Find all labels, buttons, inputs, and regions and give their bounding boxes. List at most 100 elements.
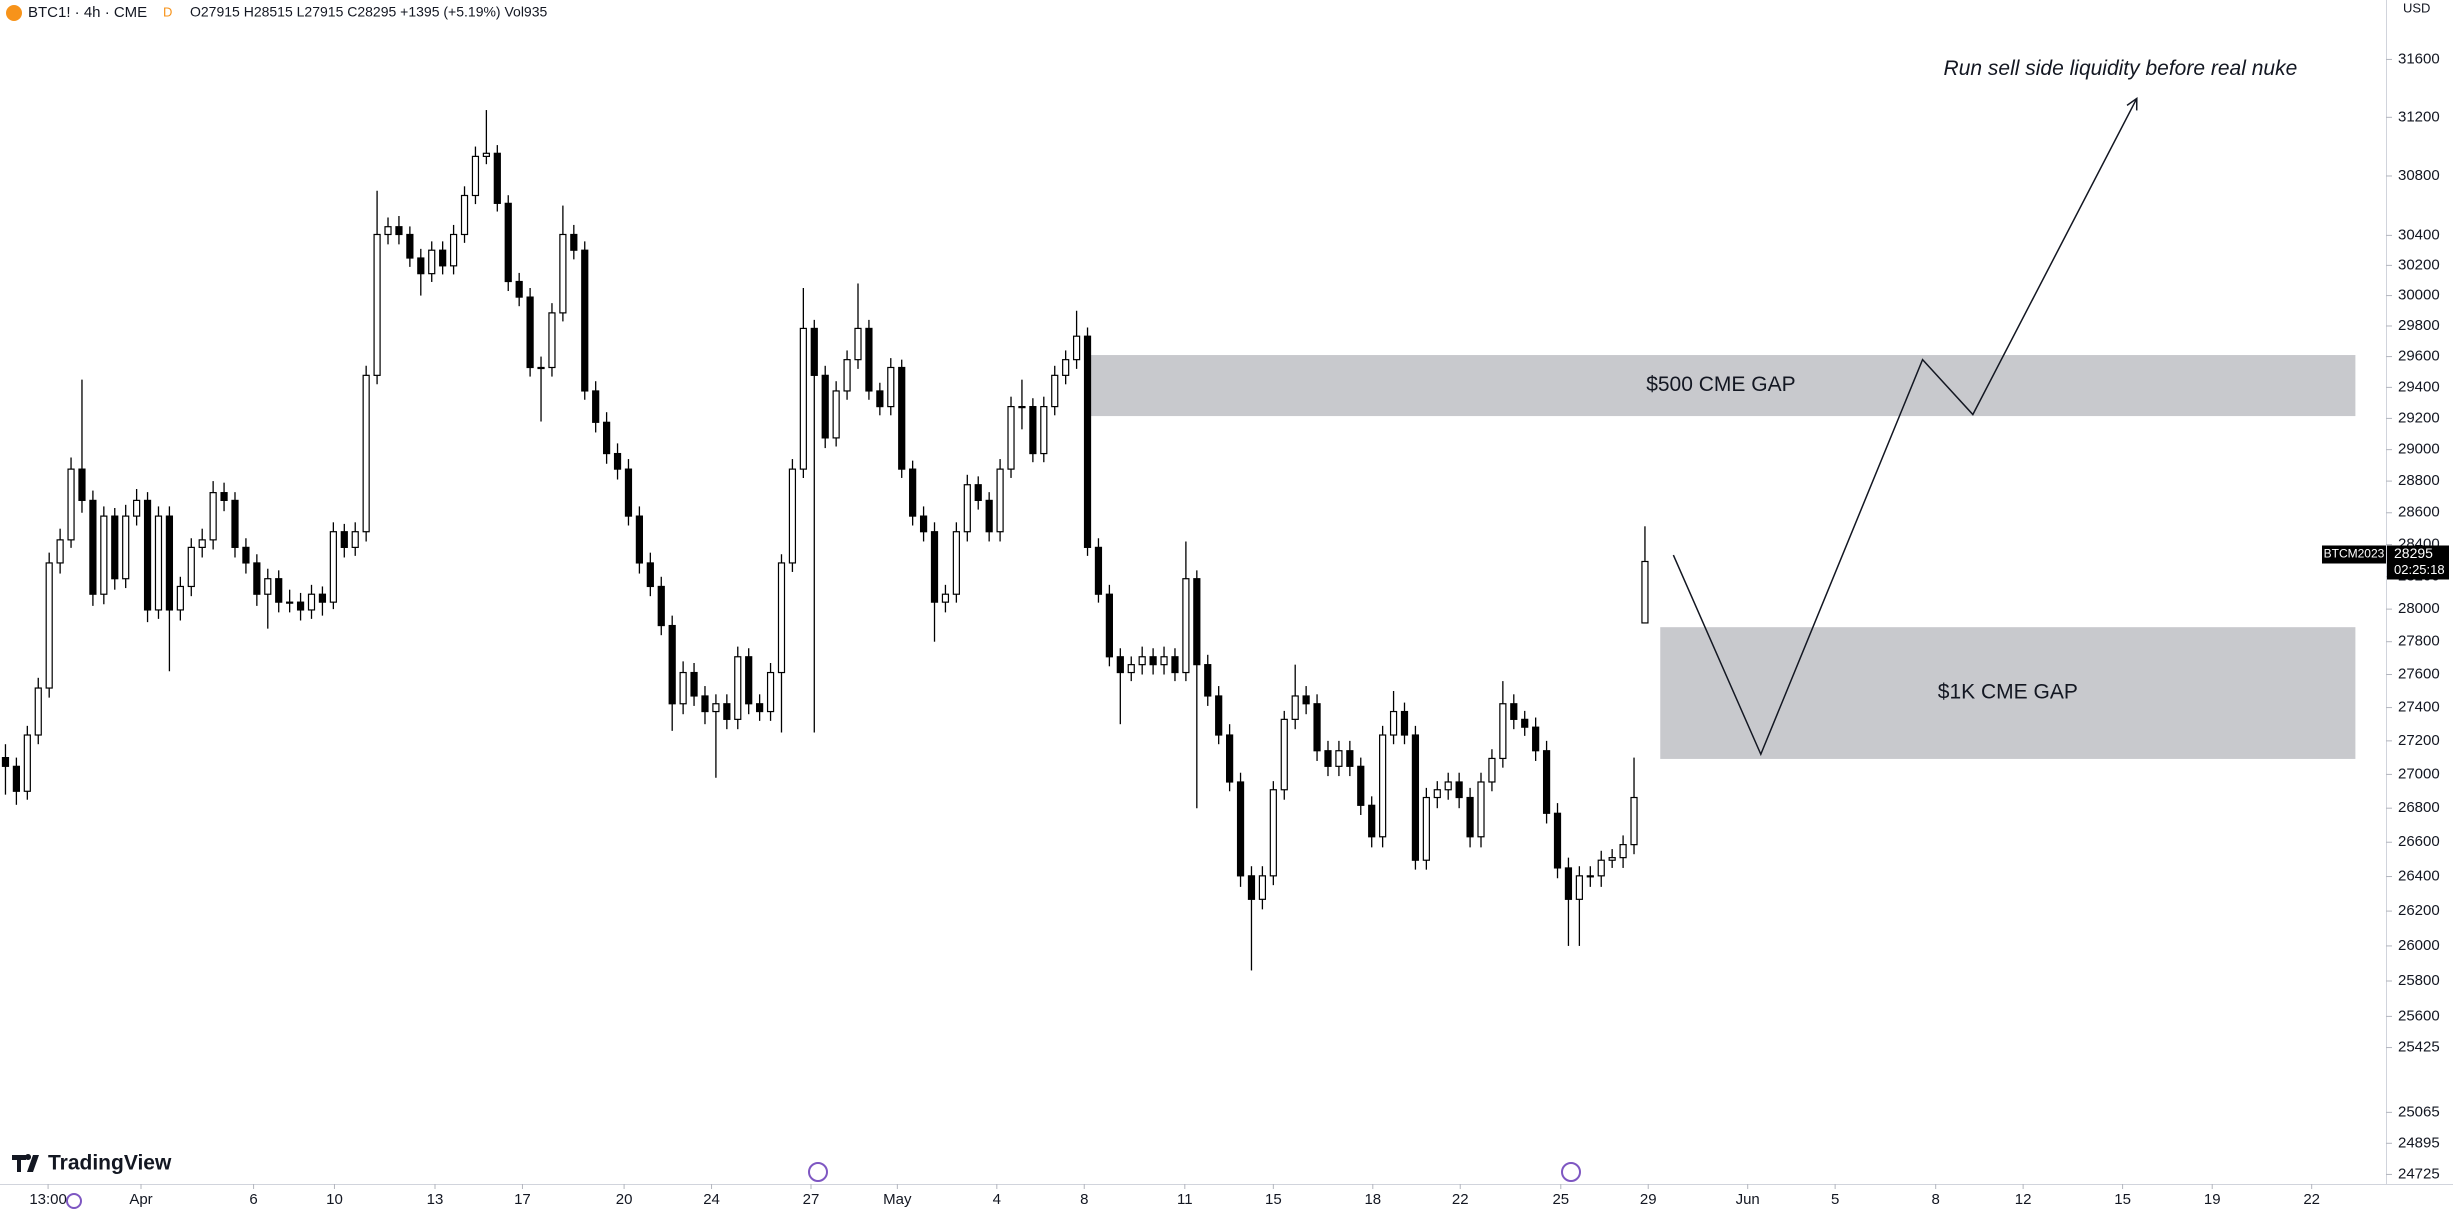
candle [974, 476, 982, 510]
candle-body [428, 249, 436, 275]
y-tick-label: 25425 [2398, 1039, 2440, 1056]
candle [679, 661, 687, 715]
candle [286, 589, 294, 613]
candle [810, 319, 818, 733]
candle [100, 506, 108, 605]
candle-body [1444, 781, 1452, 791]
candle-body [1193, 578, 1201, 666]
candle [23, 725, 31, 800]
candle [777, 554, 786, 733]
candle [89, 490, 97, 606]
candle [1226, 724, 1234, 792]
candle-body [209, 492, 217, 541]
candle [1510, 694, 1518, 730]
candle [220, 482, 228, 512]
candle-body [133, 499, 141, 517]
candle-body [198, 539, 206, 548]
candle-body [1586, 875, 1594, 878]
candle [930, 522, 939, 642]
candle [1521, 710, 1529, 736]
candle-body [1236, 781, 1245, 877]
candle [559, 205, 567, 322]
candle-body [668, 624, 676, 705]
candle [1138, 646, 1146, 675]
candle [1608, 849, 1616, 868]
candle-body [1389, 710, 1398, 736]
candle-body [1455, 781, 1463, 799]
logo-text: TradingView [48, 1152, 172, 1175]
candle [439, 241, 447, 275]
candle-body [460, 194, 469, 236]
event-icons [66, 1162, 1581, 1209]
candle-body [231, 499, 239, 548]
candle-body [1280, 718, 1288, 791]
y-tick-label: 30400 [2398, 226, 2440, 243]
x-tick-label: 8 [1932, 1191, 1940, 1208]
candle-body [1564, 867, 1573, 900]
ohlc-legend: O27915 H28515 L27915 C28295 +1395 (+5.19… [190, 4, 548, 20]
symbol-tag-bg [2322, 545, 2386, 564]
candle [449, 224, 458, 275]
candle [1619, 835, 1627, 868]
candle-body [56, 539, 64, 564]
x-tick-label: 4 [993, 1191, 1001, 1208]
y-tick-label: 29600 [2398, 348, 2440, 365]
candle-body [1302, 695, 1310, 705]
candle-body [526, 296, 534, 369]
candle-body [646, 562, 654, 588]
candle-body [1510, 703, 1518, 720]
y-tick-label: 25600 [2398, 1007, 2440, 1024]
candle-body [296, 601, 305, 611]
projection-path [1672, 98, 2138, 757]
candle-body [690, 671, 698, 697]
candle-body [1619, 844, 1627, 859]
candle-body [12, 765, 21, 792]
candle-body [613, 452, 622, 470]
candle [745, 648, 753, 715]
y-tick-label: 30800 [2398, 167, 2440, 184]
candle [1586, 866, 1594, 887]
candle [1269, 781, 1277, 886]
candle [1575, 866, 1583, 946]
candle [657, 576, 665, 636]
candle-body [1553, 812, 1562, 869]
y-tick-label: 26400 [2398, 868, 2440, 885]
x-tick-label: 22 [1452, 1191, 1469, 1208]
candle [1291, 664, 1299, 730]
candle [198, 528, 206, 558]
candle [504, 195, 512, 292]
candle [165, 506, 174, 672]
gap-zone-label: $1K CME GAP [1938, 681, 2078, 704]
candle [1204, 654, 1212, 706]
candle-body [154, 515, 163, 611]
candle-body [373, 233, 381, 376]
candle [1182, 541, 1190, 682]
candle [909, 460, 917, 526]
candle-body [1641, 560, 1649, 624]
candle-body [1062, 359, 1070, 376]
candle [417, 248, 425, 296]
candle-body [329, 531, 337, 603]
candle [1302, 686, 1310, 715]
candle-body [1258, 875, 1267, 900]
candle [34, 677, 42, 745]
candle-body [100, 515, 108, 595]
candle-body [1357, 765, 1365, 806]
candle [143, 492, 152, 623]
x-tick-label: 13 [427, 1191, 444, 1208]
candle-body [1029, 405, 1037, 455]
candle-body [537, 366, 545, 370]
candle-body [876, 390, 884, 408]
candle [209, 481, 217, 550]
candle-body [1105, 593, 1113, 658]
candle-body [307, 593, 316, 611]
candle-body [1466, 796, 1474, 838]
candle [78, 379, 86, 513]
candle [1171, 648, 1179, 682]
candle [406, 226, 414, 267]
candle-body [1608, 857, 1616, 861]
candle [548, 303, 556, 377]
y-tick-label: 27600 [2398, 665, 2440, 682]
candle [296, 592, 305, 621]
